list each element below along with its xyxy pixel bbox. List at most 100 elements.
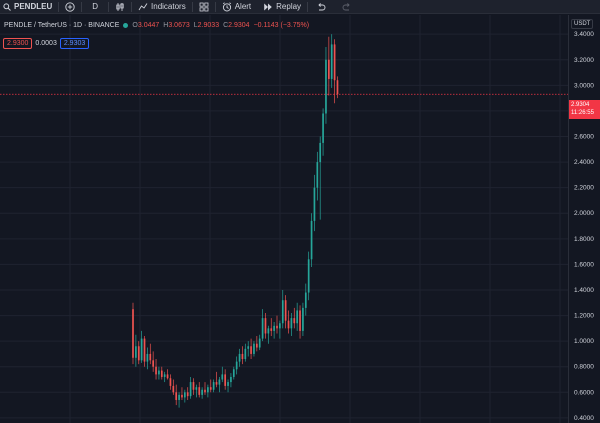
spread-value: 0.0003 [35,40,57,47]
candle [238,348,241,367]
price-tick-label: 1.6000 [574,261,594,268]
layout-grid-icon [199,2,209,12]
close-value: 2.9304 [228,22,250,29]
candle [333,39,336,104]
candle [186,387,189,400]
replay-button[interactable]: Replay [257,0,307,14]
price-axis[interactable]: 3.40003.20003.00002.80002.60002.40002.20… [568,15,600,423]
price-chart[interactable] [0,15,568,423]
indicators-icon [138,2,148,12]
candle [330,34,333,88]
replay-label: Replay [276,2,302,11]
candle [284,295,287,329]
open-label: O [132,22,138,29]
price-tick-label: 2.4000 [574,159,594,166]
candle [175,384,178,406]
last-price-label: 2.9304 11:26:55 [569,100,600,119]
low-value: 2.9033 [197,22,220,29]
candle [215,371,218,388]
price-tick-label: 3.2000 [574,57,594,64]
layout-button[interactable] [193,0,215,14]
candle [270,318,273,337]
price-tick-label: 2.6000 [574,134,594,141]
candle [192,378,195,395]
candle [158,366,160,380]
candle [247,341,250,357]
candle [302,302,304,337]
price-tick-label: 3.4000 [574,31,594,38]
candle [316,151,319,201]
candle [290,313,293,337]
candle [160,366,163,380]
price-tick-label: 2.2000 [574,185,594,192]
candle [299,305,301,339]
buy-button[interactable]: 2.9303 [59,38,90,49]
sell-button[interactable]: 2.9300 [3,38,33,49]
price-tick-label: 2.0000 [574,210,594,217]
redo-button[interactable] [334,0,360,14]
candle [293,307,296,329]
candle [201,387,203,399]
undo-icon [316,2,326,12]
candle [135,334,137,367]
toolbar-divider [214,1,216,12]
price-tick-label: 3.0000 [574,82,594,89]
candle [146,347,149,370]
candle [163,371,166,383]
toolbar-divider [81,1,83,12]
price-tick-label: 1.8000 [574,236,594,243]
change-value: −0.1143 (−3.75%) [253,22,310,29]
candle [209,379,212,393]
candle [287,310,290,334]
chart-type-button[interactable] [109,0,131,14]
legend-title: PENDLE / TetherUS · 1D · BINANCE [4,22,120,29]
candle [313,174,316,232]
toolbar-divider [191,1,193,12]
interval-button[interactable]: D [82,0,108,14]
currency-tag[interactable]: USDT [571,19,594,29]
candle [189,376,192,399]
candle [132,302,134,365]
candle [264,313,267,339]
toolbar-divider [307,1,309,12]
price-tick-label: 0.8000 [574,364,594,371]
candle [273,321,275,339]
toolbar-divider [58,1,60,12]
candle [181,387,183,400]
candle [155,359,157,380]
compare-button[interactable] [59,0,81,14]
candle [307,251,310,301]
candle [230,373,232,388]
candle [322,108,324,156]
candle [183,389,186,403]
candle [212,379,215,393]
candle [218,376,221,393]
candle [296,302,299,331]
interval-label: D [92,2,99,11]
symbol-label: PENDLEU [14,2,53,11]
indicators-label: Indicators [151,2,186,11]
price-axis-scale: 3.40003.20003.00002.80002.60002.40002.20… [574,31,594,422]
order-panel: 2.9300 0.0003 2.9303 [3,38,90,49]
symbol-search[interactable]: PENDLEU [0,0,58,14]
candle [227,379,229,393]
toolbar-divider [108,1,110,12]
candle [253,341,255,357]
candle [281,289,284,329]
candle [267,325,270,344]
candle [310,213,313,267]
candle [224,369,227,390]
candle [207,384,209,398]
candle [232,366,235,380]
low-label: L [193,22,198,29]
plus-circle-icon [65,1,75,12]
redo-icon [342,2,352,12]
candle [169,374,172,390]
indicators-button[interactable]: Indicators [132,0,192,14]
candle [198,382,201,398]
price-tick-label: 0.4000 [574,415,594,422]
symbol-legend: PENDLE / TetherUS · 1D · BINANCE O3.0447… [4,22,309,29]
alert-button[interactable]: Alert [216,0,257,14]
candle [327,36,330,96]
undo-button[interactable] [308,0,334,14]
